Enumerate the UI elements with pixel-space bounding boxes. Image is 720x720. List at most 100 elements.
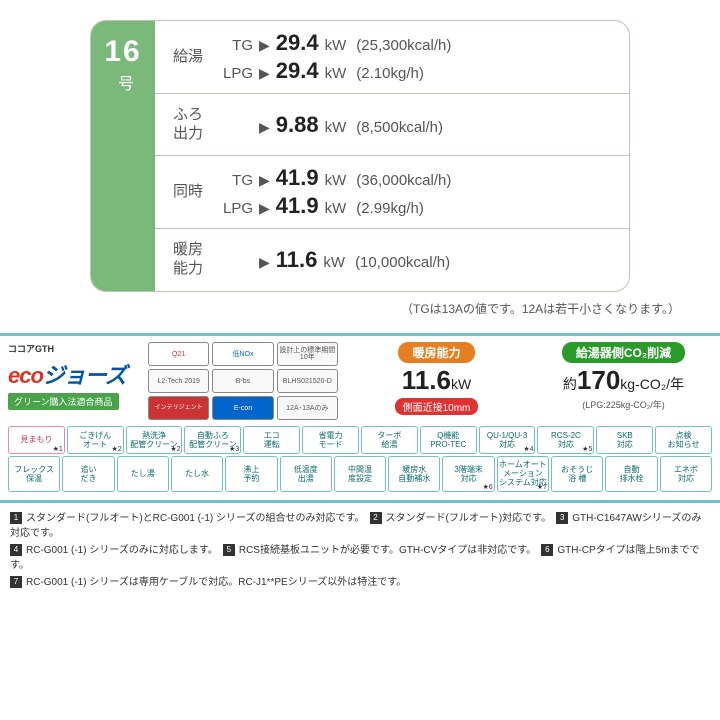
cert-badge: B-bs bbox=[212, 369, 273, 393]
spec-paren: (25,300kcal/h) bbox=[356, 37, 451, 54]
triangle-icon: ▶ bbox=[259, 254, 270, 271]
spec-row: 給湯TG ▶ 29.4 kW (25,300kcal/h) LPG ▶ 29.4 kW… bbox=[155, 21, 629, 94]
heating-stat: 暖房能力 11.6kW 側面近接10mm bbox=[348, 342, 525, 416]
cert-badges: Q21低NOx設計上の標準期間10年L2-Tech 2019B-bsBLHS02… bbox=[148, 342, 338, 420]
footnote-line: 4RC-G001 (-1) シリーズのみに対応します。 5RCS接続基板ユニット… bbox=[10, 543, 710, 573]
feature-chip: 沸上予約 bbox=[225, 456, 277, 492]
cert-badge: インテリジェント bbox=[148, 396, 209, 420]
feature-chip: RCS-2C対応★5 bbox=[537, 426, 594, 454]
heating-value: 11.6kW bbox=[348, 365, 525, 396]
triangle-icon: ▶ bbox=[259, 119, 270, 136]
spec-value: 11.6 bbox=[276, 247, 318, 273]
row-label: 給湯 bbox=[161, 48, 215, 67]
star-icon: 7 bbox=[10, 576, 22, 588]
spec-value: 9.88 bbox=[276, 112, 319, 138]
feature-chip: 点検お知らせ bbox=[655, 426, 712, 454]
spec-paren: (8,500kcal/h) bbox=[356, 119, 443, 136]
feature-chip: Q機能PRO-TEC bbox=[420, 426, 477, 454]
feature-chip: 追いだき bbox=[62, 456, 114, 492]
cert-badge: L2-Tech 2019 bbox=[148, 369, 209, 393]
feature-chip: 自動排水栓 bbox=[605, 456, 657, 492]
spec-paren: (10,000kcal/h) bbox=[355, 254, 450, 271]
spec-paren: (2.10kg/h) bbox=[356, 65, 424, 82]
star-icon: 4 bbox=[10, 544, 22, 556]
triangle-icon: ▶ bbox=[259, 37, 270, 54]
feature-chip: ホームオートメーションシステム対応★7 bbox=[497, 456, 549, 492]
info-band: ココアGTH ecoジョーズ グリーン購入法適合商品 Q21低NOx設計上の標準… bbox=[0, 333, 720, 503]
spec-table: 16 号 給湯TG ▶ 29.4kW (25,300kcal/h)LPG ▶ 2… bbox=[90, 20, 630, 292]
spec-value: 29.4 bbox=[276, 58, 319, 84]
co2-value: 約170kg-CO₂/年 bbox=[535, 365, 712, 396]
spec-unit: kW bbox=[325, 37, 347, 54]
spec-line: TG ▶ 41.9kW (36,000kcal/h) bbox=[215, 164, 623, 192]
brand-badges: ココアGTH ecoジョーズ グリーン購入法適合商品 bbox=[8, 342, 138, 410]
footnote-line: 1スタンダード(フルオート)とRC-G001 (-1) シリーズの組合せのみ対応… bbox=[10, 511, 710, 541]
cert-badge: BLHS021520-D bbox=[277, 369, 338, 393]
feature-chip: QU-1/QU-3対応★4 bbox=[479, 426, 536, 454]
star-icon: 2 bbox=[370, 512, 382, 524]
feature-chip: ごきげんオート★2 bbox=[67, 426, 124, 454]
feature-chip: おそうじ浴 槽 bbox=[551, 456, 603, 492]
row-body: ▶ 11.6kW (10,000kcal/h) bbox=[215, 246, 623, 274]
cert-badge: 12A･13Aのみ bbox=[277, 396, 338, 420]
feature-row-1: 見まもり★1ごきげんオート★2熱洗浄配管クリーン★2自動ふろ配管クリーン★3エコ… bbox=[8, 426, 712, 454]
cert-badge: 設計上の標準期間10年 bbox=[277, 342, 338, 366]
feature-chip: 低温度出湯 bbox=[280, 456, 332, 492]
fuel-label: LPG bbox=[215, 200, 253, 217]
spec-row: ふろ出力 ▶ 9.88 kW (8,500kcal/h) bbox=[155, 94, 629, 156]
model-unit: 号 bbox=[111, 75, 135, 91]
feature-chip: 自動ふろ配管クリーン★3 bbox=[184, 426, 241, 454]
feature-chip: ターボ給湯 bbox=[361, 426, 418, 454]
fuel-label: LPG bbox=[215, 65, 253, 82]
spec-line: LPG ▶ 41.9 kW (2.99kg/h) bbox=[215, 192, 623, 220]
feature-chip: たし水 bbox=[171, 456, 223, 492]
triangle-icon: ▶ bbox=[259, 200, 270, 217]
row-body: ▶ 9.88 kW (8,500kcal/h) bbox=[215, 111, 623, 139]
feature-chip: たし湯 bbox=[117, 456, 169, 492]
feature-chip: 省電力モード bbox=[302, 426, 359, 454]
spec-line: LPG ▶ 29.4 kW (2.10kg/h) bbox=[215, 57, 623, 85]
triangle-icon: ▶ bbox=[259, 65, 270, 82]
feature-chip: 暖房水自動補水 bbox=[388, 456, 440, 492]
spec-unit: kW bbox=[325, 65, 347, 82]
fuel-label: TG bbox=[215, 172, 253, 189]
model-number: 16 bbox=[104, 35, 141, 69]
spec-value: 29.4 bbox=[276, 30, 319, 56]
star-icon: 1 bbox=[10, 512, 22, 524]
spec-unit: kW bbox=[325, 119, 347, 136]
star-icon: 3 bbox=[556, 512, 568, 524]
triangle-icon: ▶ bbox=[259, 172, 270, 189]
footnotes: 1スタンダード(フルオート)とRC-G001 (-1) シリーズの組合せのみ対応… bbox=[0, 503, 720, 608]
co2-subnote: (LPG:225kg-CO₂/年) bbox=[535, 398, 712, 411]
green-law-badge: グリーン購入法適合商品 bbox=[8, 393, 119, 410]
feature-chip: エネポ対応 bbox=[660, 456, 712, 492]
spec-value: 41.9 bbox=[276, 193, 319, 219]
spec-rows: 給湯TG ▶ 29.4kW (25,300kcal/h)LPG ▶ 29.4kW… bbox=[155, 21, 629, 291]
row-body: TG ▶ 41.9kW (36,000kcal/h) LPG ▶ 41.9 kW (… bbox=[215, 164, 623, 220]
brand-prefix: ココアGTH bbox=[8, 342, 54, 355]
star-icon: 6 bbox=[541, 544, 553, 556]
row-label: 同時 bbox=[161, 183, 215, 202]
eco-logo: ecoジョーズ bbox=[8, 358, 126, 390]
cert-badge: Q21 bbox=[148, 342, 209, 366]
spec-paren: (2.99kg/h) bbox=[356, 200, 424, 217]
feature-chip: SKB対応 bbox=[596, 426, 653, 454]
co2-stat: 給湯器側CO₂削減 約170kg-CO₂/年 (LPG:225kg-CO₂/年) bbox=[535, 342, 712, 411]
spec-unit: kW bbox=[325, 200, 347, 217]
model-column: 16 号 bbox=[91, 21, 155, 291]
spec-line: ▶ 11.6kW (10,000kcal/h) bbox=[215, 246, 623, 274]
feature-chip: フレックス保温 bbox=[8, 456, 60, 492]
feature-row-2: フレックス保温追いだきたし湯たし水沸上予約低温度出湯中間温度設定暖房水自動補水3… bbox=[8, 456, 712, 492]
heating-label: 暖房能力 bbox=[398, 342, 474, 363]
co2-label: 給湯器側CO₂削減 bbox=[562, 342, 685, 363]
side-clearance: 側面近接10mm bbox=[395, 398, 479, 415]
table-footnote: （TGは13Aの値です。12Aは若干小さくなります。） bbox=[0, 300, 680, 317]
fuel-label: TG bbox=[215, 37, 253, 54]
spec-row: 同時TG ▶ 41.9kW (36,000kcal/h) LPG ▶ 41.9 kW… bbox=[155, 156, 629, 229]
spec-unit: kW bbox=[325, 172, 347, 189]
row-label: 暖房能力 bbox=[161, 241, 215, 279]
row-body: TG ▶ 29.4 kW (25,300kcal/h) LPG ▶ 29.4 kW (… bbox=[215, 29, 623, 85]
feature-chip: 中間温度設定 bbox=[334, 456, 386, 492]
row-label: ふろ出力 bbox=[161, 106, 215, 144]
feature-chip: 3階端末対応★6 bbox=[442, 456, 494, 492]
